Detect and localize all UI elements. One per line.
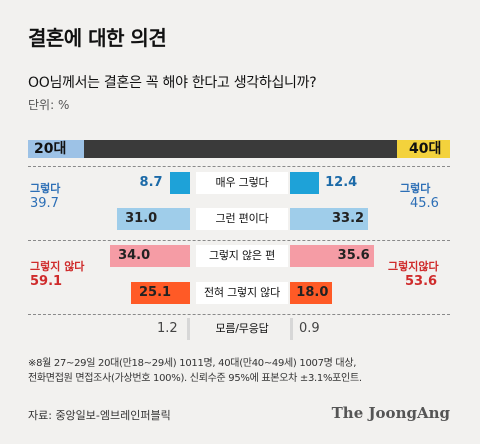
value-label-left-0: 8.7 xyxy=(139,175,163,190)
chart-title: 결혼에 대한 의견 xyxy=(28,26,167,50)
bar-left-2 xyxy=(110,245,190,267)
bar-left-4 xyxy=(187,318,190,340)
bar-right-1 xyxy=(290,208,369,230)
divider-top xyxy=(28,166,450,167)
bar-right-4 xyxy=(290,318,293,340)
left-yes-total: 39.7 xyxy=(30,196,59,211)
value-label-left-3: 25.1 xyxy=(139,285,172,300)
left-no-label: 그렇지 않다 xyxy=(30,260,85,273)
value-label-left-4: 1.2 xyxy=(157,321,178,336)
right-series-name: 40대 xyxy=(409,141,442,157)
right-yes-total: 45.6 xyxy=(410,196,439,211)
right-no-label: 그렇지않다 xyxy=(388,260,439,273)
bar-right-3 xyxy=(290,282,333,304)
category-label-1: 그런 편이다 xyxy=(196,208,288,230)
left-yes-label: 그렇다 xyxy=(30,182,61,195)
bar-right-0 xyxy=(290,172,320,194)
value-label-right-4: 0.9 xyxy=(299,321,320,336)
divider-bottom xyxy=(28,314,450,315)
unit-label: 단위: % xyxy=(28,98,70,112)
value-label-right-1: 33.2 xyxy=(332,211,365,226)
category-label-4: 모름/무응답 xyxy=(215,322,269,335)
category-label-0: 매우 그렇다 xyxy=(196,172,288,194)
category-label-3: 전혀 그렇지 않다 xyxy=(196,282,288,304)
right-no-total: 53.6 xyxy=(405,274,438,289)
value-label-left-1: 31.0 xyxy=(125,211,158,226)
left-series-tag xyxy=(28,140,84,158)
value-label-right-0: 12.4 xyxy=(325,175,358,190)
source-line: 자료: 중앙일보-엠브레인퍼블릭 xyxy=(28,409,171,422)
bar-right-2 xyxy=(290,245,374,267)
bar-left-1 xyxy=(117,208,190,230)
header-bar xyxy=(28,140,450,158)
chart-subtitle: OO님께서는 결혼은 꼭 해야 한다고 생각하십니까? xyxy=(28,75,317,91)
divider-middle xyxy=(28,240,450,241)
right-series-tag xyxy=(397,140,450,158)
note-line-1: ※8월 27~29일 20대(만18~29세) 1011명, 40대(만40~4… xyxy=(28,358,357,369)
note-line-2: 전화면접원 면접조사(가상번호 100%). 신뢰수준 95%에 표본오차 ±3… xyxy=(28,373,362,384)
left-series-name: 20대 xyxy=(34,141,67,157)
bar-left-0 xyxy=(169,172,190,194)
value-label-left-2: 34.0 xyxy=(118,248,151,263)
category-label-2: 그렇지 않은 편 xyxy=(196,245,288,267)
left-no-total: 59.1 xyxy=(30,274,63,289)
right-yes-label: 그렇다 xyxy=(400,182,431,195)
value-label-right-3: 18.0 xyxy=(296,285,329,300)
bar-left-3 xyxy=(131,282,190,304)
brand-logo: The JoongAng xyxy=(331,404,450,422)
value-label-right-2: 35.6 xyxy=(337,248,370,263)
